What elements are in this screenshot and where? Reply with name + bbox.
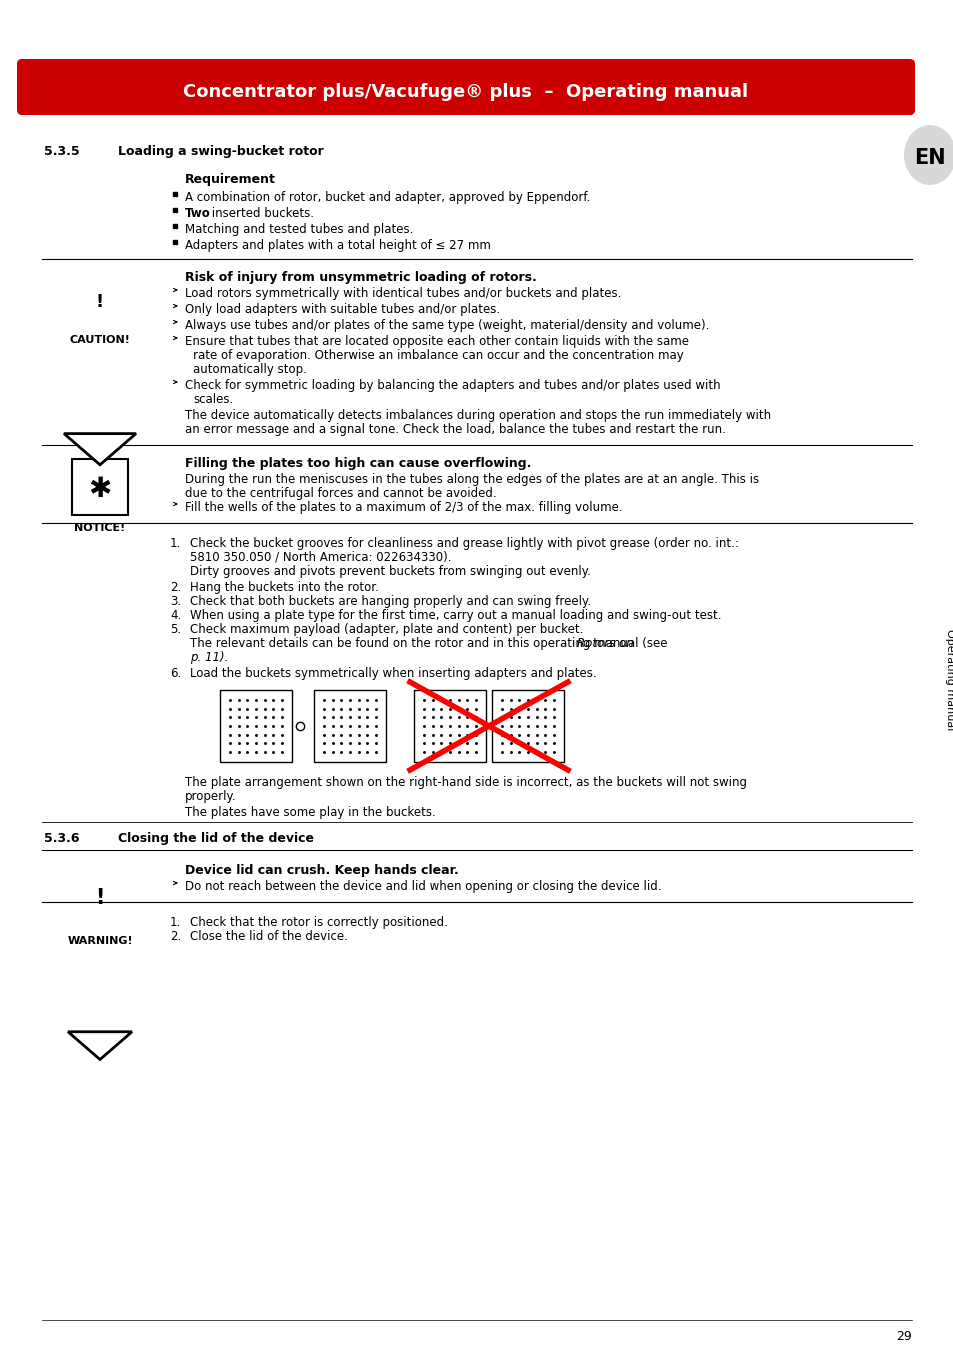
Text: ✱: ✱ <box>89 475 112 504</box>
FancyBboxPatch shape <box>17 59 914 115</box>
Text: !: ! <box>96 293 104 310</box>
Text: Requirement: Requirement <box>185 173 275 186</box>
Text: Loading a swing-bucket rotor: Loading a swing-bucket rotor <box>118 144 323 158</box>
Text: Load rotors symmetrically with identical tubes and/or buckets and plates.: Load rotors symmetrically with identical… <box>185 288 620 300</box>
Text: The plate arrangement shown on the right-hand side is incorrect, as the buckets : The plate arrangement shown on the right… <box>185 776 746 788</box>
Text: Ensure that tubes that are located opposite each other contain liquids with the : Ensure that tubes that are located oppos… <box>185 335 688 348</box>
Text: When using a plate type for the first time, carry out a manual loading and swing: When using a plate type for the first ti… <box>190 609 720 622</box>
Text: 29: 29 <box>895 1330 911 1343</box>
Text: A combination of rotor, bucket and adapter, approved by Eppendorf.: A combination of rotor, bucket and adapt… <box>185 190 590 204</box>
Text: 3.: 3. <box>170 595 181 608</box>
Text: Close the lid of the device.: Close the lid of the device. <box>190 930 348 944</box>
Text: Check maximum payload (adapter, plate and content) per bucket.: Check maximum payload (adapter, plate an… <box>190 622 583 636</box>
Text: Risk of injury from unsymmetric loading of rotors.: Risk of injury from unsymmetric loading … <box>185 271 537 284</box>
Text: Dirty grooves and pivots prevent buckets from swinging out evenly.: Dirty grooves and pivots prevent buckets… <box>190 566 590 578</box>
Text: 6.: 6. <box>170 667 181 680</box>
Bar <box>414 690 485 761</box>
Text: rate of evaporation. Otherwise an imbalance can occur and the concentration may: rate of evaporation. Otherwise an imbala… <box>193 350 683 362</box>
Ellipse shape <box>903 126 953 185</box>
Text: Adapters and plates with a total height of ≤ 27 mm: Adapters and plates with a total height … <box>185 239 491 252</box>
Text: 4.: 4. <box>170 609 181 622</box>
Text: 1.: 1. <box>170 537 181 549</box>
Text: properly.: properly. <box>185 790 236 803</box>
Text: p. 11).: p. 11). <box>190 651 228 664</box>
Text: 5.: 5. <box>170 622 181 636</box>
Text: scales.: scales. <box>193 393 233 406</box>
Text: Rotors on: Rotors on <box>577 637 633 649</box>
Text: 5.3.5: 5.3.5 <box>44 144 79 158</box>
Text: EN: EN <box>913 148 944 167</box>
Bar <box>220 690 292 761</box>
Text: NOTICE!: NOTICE! <box>74 522 126 533</box>
Text: During the run the meniscuses in the tubes along the edges of the plates are at : During the run the meniscuses in the tub… <box>185 472 759 486</box>
Text: Concentrator plus/Vacufuge® plus  –  Operating manual: Concentrator plus/Vacufuge® plus – Opera… <box>183 82 748 101</box>
Polygon shape <box>64 433 136 464</box>
Text: Two: Two <box>185 207 211 220</box>
Text: Always use tubes and/or plates of the same type (weight, material/density and vo: Always use tubes and/or plates of the sa… <box>185 319 709 332</box>
Text: Load the buckets symmetrically when inserting adapters and plates.: Load the buckets symmetrically when inse… <box>190 667 596 680</box>
Text: Closing the lid of the device: Closing the lid of the device <box>118 832 314 845</box>
Text: 1.: 1. <box>170 917 181 929</box>
Text: The relevant details can be found on the rotor and in this operating manual (see: The relevant details can be found on the… <box>190 637 671 649</box>
Text: WARNING!: WARNING! <box>67 936 132 946</box>
Text: The device automatically detects imbalances during operation and stops the run i: The device automatically detects imbalan… <box>185 409 770 423</box>
Text: Device lid can crush. Keep hands clear.: Device lid can crush. Keep hands clear. <box>185 864 458 878</box>
Text: 2.: 2. <box>170 580 181 594</box>
Text: 2.: 2. <box>170 930 181 944</box>
Text: Check that the rotor is correctly positioned.: Check that the rotor is correctly positi… <box>190 917 447 929</box>
Text: automatically stop.: automatically stop. <box>193 363 307 377</box>
Bar <box>314 690 386 761</box>
Text: Fill the wells of the plates to a maximum of 2/3 of the max. filling volume.: Fill the wells of the plates to a maximu… <box>185 501 622 514</box>
Bar <box>492 690 563 761</box>
Text: Check for symmetric loading by balancing the adapters and tubes and/or plates us: Check for symmetric loading by balancing… <box>185 379 720 391</box>
Text: Check that both buckets are hanging properly and can swing freely.: Check that both buckets are hanging prop… <box>190 595 591 608</box>
Text: CAUTION!: CAUTION! <box>70 335 131 346</box>
Polygon shape <box>68 1031 132 1060</box>
Text: Check the bucket grooves for cleanliness and grease lightly with pivot grease (o: Check the bucket grooves for cleanliness… <box>190 537 739 549</box>
Text: 5810 350.050 / North America: 022634330).: 5810 350.050 / North America: 022634330)… <box>190 551 451 564</box>
Text: due to the centrifugal forces and cannot be avoided.: due to the centrifugal forces and cannot… <box>185 487 497 500</box>
Text: inserted buckets.: inserted buckets. <box>208 207 314 220</box>
Text: Matching and tested tubes and plates.: Matching and tested tubes and plates. <box>185 223 413 236</box>
Text: !: ! <box>95 888 105 909</box>
Text: Filling the plates too high can cause overflowing.: Filling the plates too high can cause ov… <box>185 458 531 470</box>
Text: Hang the buckets into the rotor.: Hang the buckets into the rotor. <box>190 580 378 594</box>
Text: an error message and a signal tone. Check the load, balance the tubes and restar: an error message and a signal tone. Chec… <box>185 423 725 436</box>
Bar <box>71 459 128 514</box>
Text: Do not reach between the device and lid when opening or closing the device lid.: Do not reach between the device and lid … <box>185 880 660 892</box>
Text: Only load adapters with suitable tubes and/or plates.: Only load adapters with suitable tubes a… <box>185 302 499 316</box>
Text: Operating manual: Operating manual <box>944 629 953 730</box>
Text: 5.3.6: 5.3.6 <box>44 832 79 845</box>
Text: The plates have some play in the buckets.: The plates have some play in the buckets… <box>185 806 436 819</box>
